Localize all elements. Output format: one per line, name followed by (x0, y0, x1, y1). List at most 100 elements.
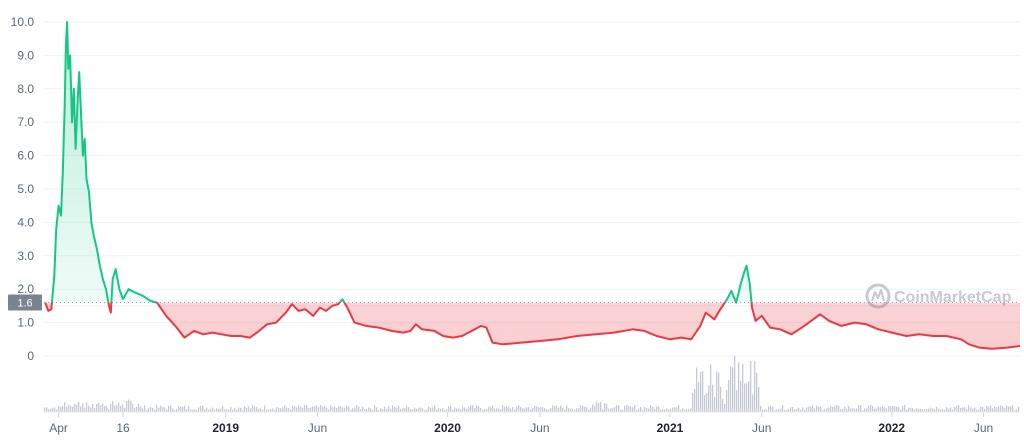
volume-bar (1012, 405, 1014, 412)
volume-bar (988, 406, 990, 412)
volume-bar (748, 381, 750, 412)
volume-bar (212, 407, 214, 412)
volume-bar (998, 406, 1000, 412)
volume-bar (300, 406, 302, 412)
volume-bar (178, 406, 180, 412)
volume-bar (662, 408, 664, 412)
volume-bar (664, 409, 666, 412)
volume-bar (674, 407, 676, 412)
volume-bar (208, 409, 210, 412)
volume-bar (84, 407, 86, 412)
volume-bar (330, 405, 332, 412)
volume-bar (672, 407, 674, 412)
volume-bar (44, 407, 46, 412)
volume-bar (1010, 406, 1012, 412)
volume-bar (72, 406, 74, 412)
volume-bar (530, 409, 532, 412)
volume-bar (448, 406, 450, 412)
volume-bar (728, 379, 730, 412)
volume-bar (548, 409, 550, 412)
volume-bar (196, 409, 198, 412)
volume-bar (552, 405, 554, 412)
volume-bar (440, 408, 442, 412)
volume-bar (140, 406, 142, 412)
volume-bar (296, 407, 298, 412)
volume-bar (356, 405, 358, 412)
x-tick-label: Jun (308, 421, 327, 435)
volume-bar (106, 406, 108, 412)
volume-bar (350, 409, 352, 412)
volume-bar (260, 408, 262, 412)
volume-bar (890, 406, 892, 412)
volume-bar (184, 405, 186, 412)
volume-bar (52, 407, 54, 412)
volume-bar (940, 409, 942, 412)
volume-bar (800, 409, 802, 412)
volume-bar (758, 387, 760, 412)
volume-bar (364, 409, 366, 412)
volume-bar (752, 394, 754, 412)
volume-bar (492, 405, 494, 412)
volume-bar (838, 405, 840, 412)
volume-bar (862, 409, 864, 412)
volume-bar (182, 406, 184, 412)
volume-bar (94, 407, 96, 412)
volume-bar (132, 403, 134, 412)
volume-bar (946, 407, 948, 412)
volume-bar (198, 407, 200, 412)
volume-bar (690, 408, 692, 412)
volume-bar (894, 406, 896, 412)
volume-bar (430, 407, 432, 412)
volume-bar (918, 408, 920, 412)
volume-bar (424, 409, 426, 412)
volume-bar (710, 364, 712, 412)
volume-bar (634, 405, 636, 412)
volume-bar (734, 355, 736, 412)
volume-bar (1008, 406, 1010, 412)
volume-bar (788, 408, 790, 412)
volume-bar (214, 409, 216, 412)
volume-bar (342, 407, 344, 412)
volume-bar (274, 409, 276, 412)
volume-bar (456, 408, 458, 412)
volume-bar (960, 407, 962, 412)
volume-bar (958, 405, 960, 412)
volume-bar (746, 383, 748, 412)
volume-bar (924, 409, 926, 412)
volume-bar (50, 408, 52, 412)
y-tick-label: 3.0 (17, 249, 34, 263)
volume-bar (158, 407, 160, 412)
volume-bar (416, 408, 418, 412)
volume-bar (112, 401, 114, 412)
volume-bar (774, 409, 776, 412)
volume-bar (794, 409, 796, 412)
volume-bar (482, 409, 484, 412)
volume-bar (644, 406, 646, 412)
volume-bar (426, 409, 428, 412)
volume-bar (98, 402, 100, 412)
volume-bar (544, 408, 546, 412)
volume-bar (580, 405, 582, 412)
volume-bar (902, 406, 904, 412)
volume-bar (822, 409, 824, 412)
volume-bar (124, 407, 126, 412)
volume-bar (92, 404, 94, 412)
volume-bar (832, 407, 834, 412)
volume-bar (886, 408, 888, 412)
x-tick-label: Apr (49, 421, 68, 435)
volume-bar (880, 407, 882, 412)
volume-bar (194, 409, 196, 412)
volume-bar (508, 406, 510, 412)
volume-bar (562, 407, 564, 412)
volume-bar (570, 408, 572, 412)
volume-bar (736, 389, 738, 412)
volume-bar (312, 406, 314, 412)
volume-bar (934, 409, 936, 412)
volume-bar (806, 407, 808, 412)
volume-bar (882, 405, 884, 412)
volume-bar (486, 409, 488, 412)
volume-bar (306, 405, 308, 412)
volume-bar (176, 409, 178, 412)
volume-bar (398, 405, 400, 412)
volume-bar (954, 406, 956, 412)
